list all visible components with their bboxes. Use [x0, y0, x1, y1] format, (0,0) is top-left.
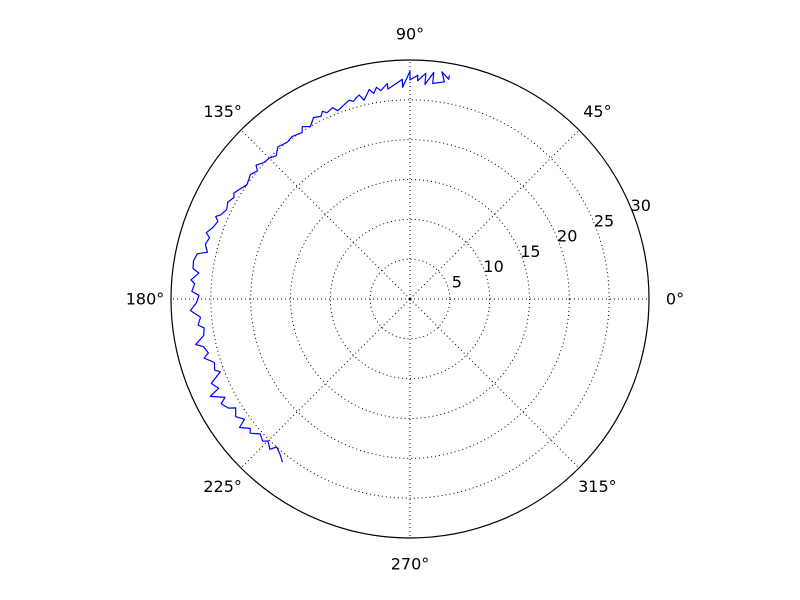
grid	[170, 59, 650, 539]
r-tick-label: 30	[631, 196, 651, 215]
theta-tick-label: 315°	[578, 477, 617, 496]
grid-spoke	[240, 129, 411, 300]
theta-tick-label: 270°	[391, 555, 430, 574]
r-tick-label: 10	[483, 257, 503, 276]
grid-ring	[290, 179, 530, 419]
tick-labels: 0° 45° 90° 135° 180° 225° 270° 315° 5 10 15 20 25 30	[126, 25, 684, 574]
plot-area	[189, 70, 450, 463]
grid-ring	[210, 99, 610, 499]
r-tick-label: 15	[520, 242, 540, 261]
grid-spoke	[240, 298, 411, 469]
series-line	[189, 70, 450, 463]
r-tick-label: 5	[452, 272, 462, 291]
grid-ring	[369, 258, 451, 340]
polar-frame	[170, 59, 650, 539]
grid-ring	[250, 139, 570, 459]
theta-tick-label: 0°	[666, 290, 684, 309]
grid-ring	[329, 218, 491, 380]
theta-tick-label: 90°	[396, 25, 424, 44]
grid-spoke	[409, 298, 580, 469]
theta-tick-label: 45°	[583, 102, 611, 121]
center-point	[408, 297, 412, 301]
theta-tick-label: 135°	[203, 102, 242, 121]
theta-tick-label: 180°	[126, 290, 165, 309]
r-tick-label: 20	[557, 227, 577, 246]
r-tick-label: 25	[594, 211, 614, 230]
theta-tick-label: 225°	[203, 477, 242, 496]
